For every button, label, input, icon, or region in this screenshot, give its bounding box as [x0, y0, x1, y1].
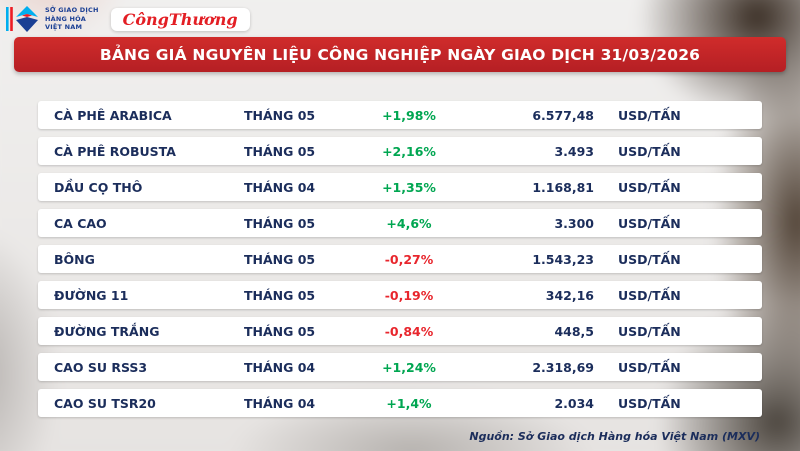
- table-row: CA CAO THÁNG 05 +4,6% 3.300 USD/TẤN: [38, 209, 762, 237]
- page-title: BẢNG GIÁ NGUYÊN LIỆU CÔNG NGHIỆP NGÀY GI…: [99, 45, 701, 64]
- mxv-logo-text: SỞ GIAO DỊCH HÀNG HÓA VIỆT NAM: [45, 6, 99, 31]
- change-percent: +1,98%: [382, 107, 436, 123]
- change-percent: -0,27%: [384, 251, 434, 267]
- mxv-diamond-icon: [6, 6, 38, 32]
- commodity-name: CA CAO: [54, 215, 107, 231]
- commodity-name: CAO SU TSR20: [54, 395, 156, 411]
- change-percent: +1,35%: [382, 179, 436, 195]
- change-percent: -0,19%: [384, 287, 434, 303]
- table-row: CAO SU TSR20 THÁNG 04 +1,4% 2.034 USD/TẤ…: [38, 389, 762, 417]
- source-note: Nguồn: Sở Giao dịch Hàng hóa Việt Nam (M…: [469, 430, 760, 443]
- price-unit: USD/TẤN: [618, 323, 681, 339]
- contract-month: THÁNG 05: [244, 323, 316, 339]
- price-unit: USD/TẤN: [618, 179, 681, 195]
- contract-month: THÁNG 05: [244, 287, 316, 303]
- price-value: 3.493: [554, 143, 594, 159]
- contract-month: THÁNG 05: [244, 107, 316, 123]
- commodity-name: ĐƯỜNG 11: [54, 287, 129, 303]
- price-value: 2.034: [554, 395, 594, 411]
- table-row: CÀ PHÊ ARABICA THÁNG 05 +1,98% 6.577,48 …: [38, 101, 762, 129]
- commodity-name: CÀ PHÊ ROBUSTA: [54, 143, 176, 159]
- contract-month: THÁNG 04: [244, 359, 316, 375]
- price-value: 342,16: [545, 287, 594, 303]
- price-unit: USD/TẤN: [618, 215, 681, 231]
- price-unit: USD/TẤN: [618, 359, 681, 375]
- price-unit: USD/TẤN: [618, 287, 681, 303]
- price-value: 3.300: [554, 215, 594, 231]
- contract-month: THÁNG 05: [244, 215, 316, 231]
- commodity-name: CAO SU RSS3: [54, 359, 148, 375]
- header: SỞ GIAO DỊCH HÀNG HÓA VIỆT NAM CôngThươn…: [6, 4, 250, 34]
- table-row: DẦU CỌ THÔ THÁNG 04 +1,35% 1.168,81 USD/…: [38, 173, 762, 201]
- table-row: ĐƯỜNG 11 THÁNG 05 -0,19% 342,16 USD/TẤN: [38, 281, 762, 309]
- commodity-name: DẦU CỌ THÔ: [54, 179, 143, 195]
- price-value: 6.577,48: [532, 107, 594, 123]
- price-unit: USD/TẤN: [618, 251, 681, 267]
- price-value: 448,5: [554, 323, 594, 339]
- table-row: ĐƯỜNG TRẮNG THÁNG 05 -0,84% 448,5 USD/TẤ…: [38, 317, 762, 345]
- price-unit: USD/TẤN: [618, 395, 681, 411]
- contract-month: THÁNG 05: [244, 251, 316, 267]
- price-unit: USD/TẤN: [618, 107, 681, 123]
- price-value: 2.318,69: [532, 359, 594, 375]
- change-percent: +1,24%: [382, 359, 436, 375]
- contract-month: THÁNG 05: [244, 143, 316, 159]
- mxv-logo: SỞ GIAO DỊCH HÀNG HÓA VIỆT NAM: [6, 4, 99, 34]
- congthuong-logo: CôngThương: [110, 7, 250, 31]
- mxv-logo-line2: HÀNG HÓA: [45, 14, 86, 23]
- commodity-name: BÔNG: [54, 251, 95, 267]
- change-percent: +2,16%: [382, 143, 436, 159]
- commodity-name: CÀ PHÊ ARABICA: [54, 107, 172, 123]
- table-row: CÀ PHÊ ROBUSTA THÁNG 05 +2,16% 3.493 USD…: [38, 137, 762, 165]
- title-banner: BẢNG GIÁ NGUYÊN LIỆU CÔNG NGHIỆP NGÀY GI…: [14, 37, 786, 72]
- table-row: CAO SU RSS3 THÁNG 04 +1,24% 2.318,69 USD…: [38, 353, 762, 381]
- change-percent: +4,6%: [386, 215, 432, 231]
- commodity-name: ĐƯỜNG TRẮNG: [54, 323, 160, 339]
- table-row: BÔNG THÁNG 05 -0,27% 1.543,23 USD/TẤN: [38, 245, 762, 273]
- contract-month: THÁNG 04: [244, 179, 316, 195]
- change-percent: +1,4%: [386, 395, 432, 411]
- change-percent: -0,84%: [384, 323, 434, 339]
- price-value: 1.543,23: [532, 251, 594, 267]
- mxv-logo-line1: SỞ GIAO DỊCH: [45, 6, 99, 15]
- contract-month: THÁNG 04: [244, 395, 316, 411]
- price-table: CÀ PHÊ ARABICA THÁNG 05 +1,98% 6.577,48 …: [38, 101, 762, 425]
- mxv-logo-line3: VIỆT NAM: [45, 23, 83, 32]
- price-unit: USD/TẤN: [618, 143, 681, 159]
- price-value: 1.168,81: [532, 179, 594, 195]
